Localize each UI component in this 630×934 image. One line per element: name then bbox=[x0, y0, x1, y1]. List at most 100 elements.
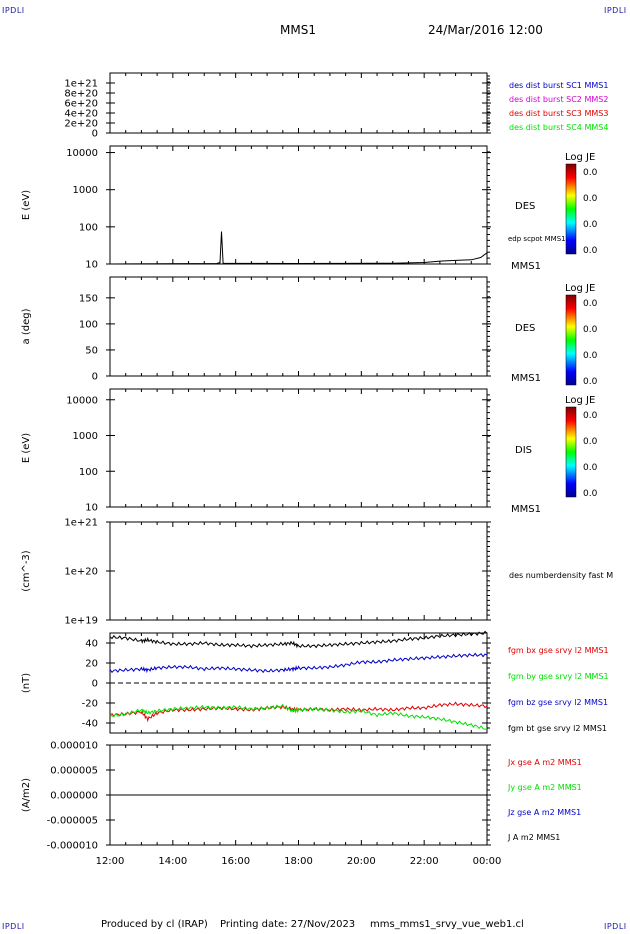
y-axis-label: E (eV) bbox=[21, 433, 32, 463]
spacecraft-label: MMS1 bbox=[511, 504, 541, 515]
field-series-line bbox=[109, 701, 488, 723]
legend-entry: fgm bz gse srvy l2 MMS1 bbox=[508, 698, 608, 707]
colorbar-tick-label: 0.0 bbox=[583, 463, 598, 473]
y-axis-label: (A/m2) bbox=[21, 778, 32, 812]
colorbar-title: Log JE bbox=[565, 283, 595, 294]
colorbar bbox=[565, 163, 577, 255]
legend-entry: des dist burst SC3 MMS3 bbox=[509, 109, 608, 118]
y-tick-label: 0.000010 bbox=[50, 741, 98, 752]
colorbar-tick-label: 0.0 bbox=[583, 489, 598, 499]
legend-entry: des dist burst SC2 MMS2 bbox=[509, 95, 608, 104]
panel-1-frame bbox=[109, 72, 488, 134]
y-tick-label: 0.000000 bbox=[50, 791, 98, 802]
instrument-label: DES bbox=[515, 201, 535, 212]
legend-entry: J A m2 MMS1 bbox=[507, 833, 560, 842]
spacecraft-title: MMS1 bbox=[280, 23, 316, 37]
y-tick-label: 1e+20 bbox=[64, 567, 98, 578]
y-tick-label: 0 bbox=[92, 129, 98, 140]
y-tick-label: 10 bbox=[85, 503, 98, 514]
legend-entry: fgm bx gse srvy l2 MMS1 bbox=[508, 646, 609, 655]
y-tick-label: 0 bbox=[92, 679, 98, 690]
colorbar-title: Log JE bbox=[565, 152, 595, 163]
field-series-line bbox=[109, 703, 488, 730]
y-tick-label: 1000 bbox=[73, 185, 98, 196]
colorbar-tick-label: 0.0 bbox=[583, 437, 598, 447]
panel-5-frame bbox=[109, 521, 488, 621]
x-tick-label: 14:00 bbox=[158, 856, 187, 867]
field-series-line bbox=[109, 630, 488, 649]
y-tick-label: 150 bbox=[79, 293, 98, 304]
colorbar bbox=[565, 406, 577, 498]
legend-entry: des dist burst SC1 MMS1 bbox=[509, 81, 608, 90]
y-tick-label: 10000 bbox=[66, 395, 98, 406]
y-axis-label: (nT) bbox=[21, 673, 32, 693]
instrument-label: DES bbox=[515, 323, 535, 334]
legend-entry: fgm by gse srvy l2 MMS1 bbox=[508, 672, 609, 681]
y-tick-label: -0.000005 bbox=[47, 816, 98, 827]
colorbar-title: Log JE bbox=[565, 395, 595, 406]
x-tick-label: 12:00 bbox=[96, 856, 125, 867]
y-tick-label: 4e+20 bbox=[64, 109, 98, 120]
legend-entry: Jx gse A m2 MMS1 bbox=[507, 758, 582, 767]
x-tick-label: 22:00 bbox=[410, 856, 439, 867]
y-tick-label: 20 bbox=[85, 659, 98, 670]
legend-entry: fgm bt gse srvy l2 MMS1 bbox=[508, 724, 607, 733]
corner-label-bottom-right: IPDLI bbox=[604, 922, 627, 931]
panel-3-frame bbox=[109, 276, 488, 377]
y-tick-label: 8e+20 bbox=[64, 89, 98, 100]
instrument-label: DIS bbox=[515, 445, 532, 456]
y-tick-label: 0 bbox=[92, 372, 98, 383]
corner-label-top-right: IPDLI bbox=[604, 6, 627, 15]
x-tick-label: 18:00 bbox=[284, 856, 313, 867]
legend-entry: Jz gse A m2 MMS1 bbox=[507, 808, 581, 817]
legend-entry: des dist burst SC4 MMS4 bbox=[509, 123, 608, 132]
y-tick-label: 10000 bbox=[66, 148, 98, 159]
series-label: edp scpot MMS1 bbox=[508, 235, 566, 243]
y-tick-label: 100 bbox=[79, 467, 98, 478]
footer-printing-date: Printing date: 27/Nov/2023 bbox=[220, 919, 356, 930]
legend-entry: Jy gse A m2 MMS1 bbox=[507, 783, 582, 792]
y-tick-label: -20 bbox=[82, 699, 98, 710]
y-tick-label: 0.000005 bbox=[50, 766, 98, 777]
y-tick-label: -40 bbox=[82, 719, 98, 730]
y-tick-label: 100 bbox=[79, 222, 98, 233]
y-axis-label: a (deg) bbox=[21, 308, 32, 344]
legend-entry: des numberdensity fast M bbox=[509, 571, 613, 580]
colorbar-tick-label: 0.0 bbox=[583, 194, 598, 204]
footer-produced-by: Produced by cl (IRAP) bbox=[101, 919, 208, 930]
colorbar-tick-label: 0.0 bbox=[583, 377, 598, 387]
x-tick-label: 20:00 bbox=[347, 856, 376, 867]
y-tick-label: 50 bbox=[85, 345, 98, 356]
colorbar-tick-label: 0.0 bbox=[583, 220, 598, 230]
panel-4-frame bbox=[109, 388, 488, 508]
y-tick-label: 1000 bbox=[73, 431, 98, 442]
y-tick-label: 2e+20 bbox=[64, 119, 98, 130]
panel-2-frame bbox=[109, 145, 488, 265]
x-tick-label: 16:00 bbox=[221, 856, 250, 867]
start-datetime: 24/Mar/2016 12:00 bbox=[428, 23, 543, 37]
spacecraft-label: MMS1 bbox=[511, 373, 541, 384]
corner-label-bottom-left: IPDLI bbox=[2, 922, 25, 931]
y-tick-label: 40 bbox=[85, 639, 98, 650]
y-tick-label: 100 bbox=[79, 319, 98, 330]
colorbar-tick-label: 0.0 bbox=[583, 168, 598, 178]
x-tick-label: 00:00 bbox=[473, 856, 502, 867]
y-tick-label: -0.000010 bbox=[47, 841, 98, 852]
y-tick-label: 6e+20 bbox=[64, 99, 98, 110]
field-series-line bbox=[109, 652, 488, 674]
colorbar-tick-label: 0.0 bbox=[583, 325, 598, 335]
colorbar bbox=[565, 294, 577, 386]
y-tick-label: 1e+19 bbox=[64, 616, 98, 627]
y-tick-label: 10 bbox=[85, 260, 98, 271]
scpot-line bbox=[109, 231, 488, 265]
footer-file-name: mms_mms1_srvy_vue_web1.cl bbox=[370, 919, 524, 930]
colorbar-tick-label: 0.0 bbox=[583, 351, 598, 361]
spacecraft-label: MMS1 bbox=[511, 261, 541, 272]
y-axis-label: E (eV) bbox=[21, 190, 32, 220]
corner-label-top-left: IPDLI bbox=[2, 6, 25, 15]
y-tick-label: 1e+21 bbox=[64, 518, 98, 529]
colorbar-tick-label: 0.0 bbox=[583, 246, 598, 256]
y-axis-label: (cm^-3) bbox=[21, 550, 32, 591]
y-tick-label: 1e+21 bbox=[64, 79, 98, 90]
